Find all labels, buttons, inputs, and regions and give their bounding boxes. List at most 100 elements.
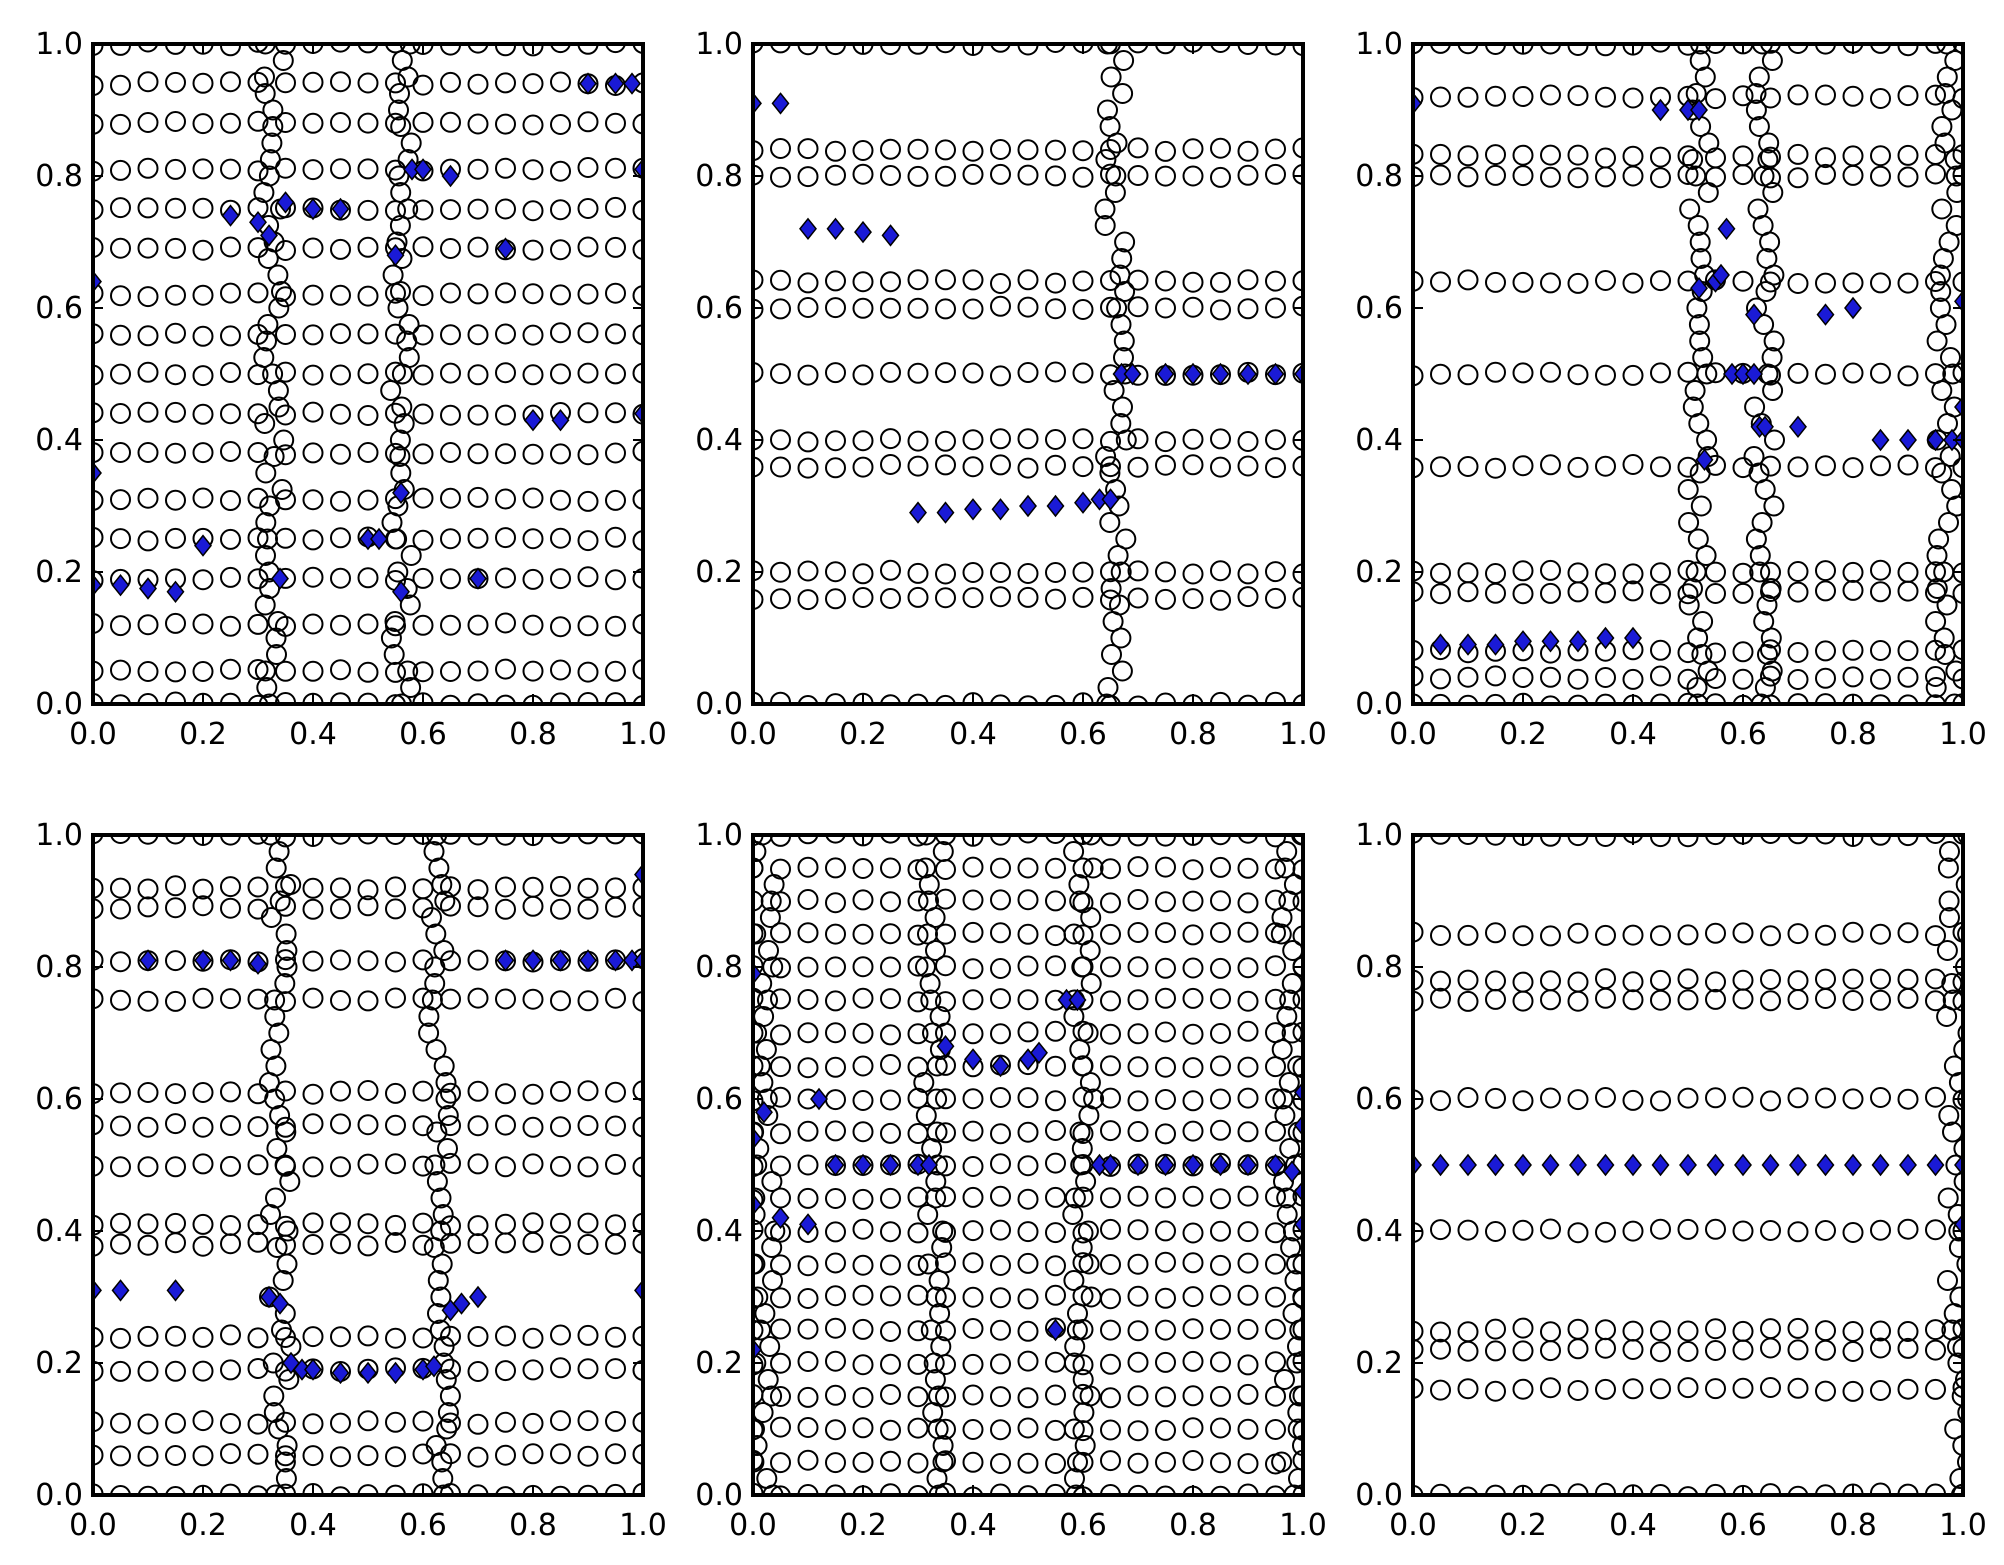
scatter-point-circle	[280, 874, 302, 895]
scatter-point-diamond	[276, 191, 295, 214]
x-tick-label: 1.0	[1939, 1508, 1987, 1543]
scatter-point-diamond	[304, 197, 322, 221]
scatter-point-circle	[1063, 1352, 1085, 1374]
scatter-point-diamond	[1569, 1153, 1587, 1177]
scatter-point-diamond	[414, 158, 432, 181]
scatter-point-circle	[1100, 1023, 1121, 1045]
y-tick-label: 0.2	[1355, 555, 1403, 590]
scatter-point-circle	[1237, 857, 1259, 879]
scatter-point-circle	[467, 113, 489, 135]
scatter-point-circle	[632, 1359, 643, 1381]
scatter-point-circle	[1017, 296, 1039, 318]
scatter-point-circle	[1082, 857, 1104, 879]
scatter-point-circle	[1097, 99, 1118, 121]
scatter-point-circle	[1745, 99, 1767, 121]
scatter-point-circle	[852, 587, 874, 608]
scatter-point-circle	[907, 1386, 929, 1408]
scatter-point-circle	[1099, 116, 1121, 137]
scatter-point-circle	[632, 239, 643, 260]
scatter-point-circle	[137, 286, 159, 308]
scatter-point-circle	[852, 163, 874, 185]
scatter-point-circle	[357, 489, 379, 511]
scatter-point-circle	[1127, 1452, 1149, 1474]
scatter-point-circle	[1925, 1086, 1946, 1108]
scatter-point-circle	[1677, 1087, 1699, 1109]
scatter-point-circle	[1925, 561, 1946, 583]
scatter-point-circle	[1705, 835, 1726, 846]
scatter-point-diamond	[1101, 488, 1120, 511]
scatter-point-circle	[1622, 364, 1644, 386]
scatter-point-circle	[1688, 314, 1710, 335]
scatter-point-circle	[1705, 1218, 1726, 1240]
scatter-point-circle	[577, 661, 599, 683]
scatter-point-circle	[1182, 1120, 1204, 1142]
scatter-point-circle	[1677, 1377, 1699, 1399]
scatter-point-circle	[110, 442, 131, 463]
scatter-point-circle	[1650, 167, 1671, 189]
scatter-point-circle	[495, 1213, 516, 1235]
scatter-point-circle	[1929, 297, 1951, 319]
scatter-point-diamond	[496, 237, 515, 260]
scatter-point-circle	[495, 567, 516, 589]
scatter-point-circle	[1540, 361, 1561, 383]
x-tick-label: 0.4	[289, 1508, 337, 1543]
scatter-point-circle	[577, 236, 599, 258]
scatter-point-circle	[357, 1445, 379, 1467]
scatter-point-circle	[1100, 1120, 1121, 1142]
scatter-point-circle	[1287, 1418, 1303, 1440]
scatter-point-circle	[753, 589, 764, 610]
scatter-point-circle	[1270, 923, 1292, 945]
scatter-point-circle	[962, 856, 984, 878]
scatter-point-circle	[1237, 1020, 1259, 1042]
scatter-point-circle	[917, 1253, 939, 1275]
panel-6: 0.0 0.2 0.4 0.6 0.8 1.00.00.20.40.60.81.0	[1355, 818, 1987, 1543]
scatter-point-circle	[1815, 640, 1836, 662]
scatter-point-circle	[220, 1115, 241, 1136]
scatter-point-circle	[1938, 1105, 1960, 1126]
scatter-point-diamond	[111, 1279, 130, 1302]
scatter-point-diamond	[249, 210, 267, 234]
scatter-point-diamond	[920, 1153, 938, 1177]
scatter-point-circle	[1430, 1338, 1451, 1360]
scatter-point-circle	[440, 404, 461, 426]
scatter-point-circle	[1155, 1287, 1176, 1309]
scatter-point-circle	[330, 949, 351, 971]
scatter-point-circle	[357, 285, 379, 307]
scatter-point-circle	[770, 1318, 791, 1340]
scatter-point-circle	[1237, 455, 1259, 477]
scatter-point-circle	[268, 297, 290, 319]
scatter-point-circle	[1413, 143, 1424, 165]
x-tick-label: 0.6	[399, 717, 447, 752]
scatter-point-circle	[1567, 144, 1589, 166]
scatter-point-circle	[1787, 143, 1809, 165]
scatter-point-circle	[1761, 660, 1783, 682]
scatter-point-circle	[1870, 640, 1891, 661]
scatter-point-circle	[275, 1080, 296, 1102]
scatter-point-circle	[550, 898, 571, 920]
scatter-point-circle	[605, 526, 626, 548]
scatter-point-circle	[330, 1233, 351, 1255]
scatter-point-circle	[467, 660, 489, 682]
scatter-point-circle	[632, 568, 643, 589]
scatter-point-circle	[1760, 1220, 1781, 1241]
scatter-point-circle	[165, 1325, 186, 1347]
scatter-point-circle	[421, 907, 442, 928]
scatter-point-circle	[1237, 957, 1259, 979]
scatter-point-circle	[495, 488, 516, 510]
scatter-point-circle	[1936, 594, 1958, 616]
scatter-point-circle	[1682, 396, 1704, 418]
scatter-point-circle	[1292, 1350, 1303, 1372]
scatter-point-circle	[1697, 182, 1719, 203]
scatter-point-circle	[264, 1006, 286, 1027]
x-tick-label: 0.2	[1499, 1508, 1547, 1543]
scatter-point-diamond	[392, 580, 410, 604]
scatter-point-circle	[268, 1418, 290, 1440]
scatter-point-circle	[1127, 428, 1149, 450]
scatter-point-circle	[1936, 940, 1958, 961]
scatter-point-circle	[275, 1468, 297, 1489]
scatter-point-circle	[1485, 85, 1506, 107]
scatter-point-circle	[1650, 1218, 1671, 1240]
scatter-point-circle	[1760, 146, 1781, 168]
scatter-point-circle	[907, 1186, 929, 1208]
x-tick-label: 0.2	[839, 1508, 887, 1543]
